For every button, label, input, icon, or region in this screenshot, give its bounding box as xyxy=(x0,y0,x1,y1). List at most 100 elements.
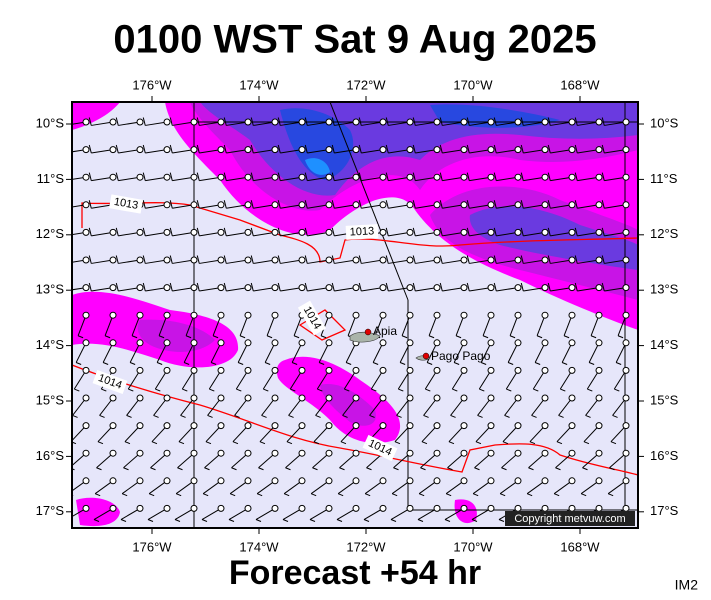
barb-shaft xyxy=(529,425,546,443)
barb-station xyxy=(244,477,252,485)
barb-feather xyxy=(304,255,308,264)
barb-shaft xyxy=(120,507,141,520)
barb-shaft xyxy=(423,397,438,416)
barb-shaft xyxy=(507,342,519,363)
barb-shaft xyxy=(72,204,87,208)
barb-feather xyxy=(601,227,605,236)
barb-station xyxy=(82,311,90,319)
barb-shaft xyxy=(307,121,330,126)
barb-station xyxy=(541,504,549,512)
barb-shaft xyxy=(262,370,276,390)
map-area: Apia Pago Pago 1013 1013 1014 1014 1014 … xyxy=(72,102,638,528)
barb-shaft xyxy=(415,121,438,126)
barb-shaft xyxy=(201,507,222,520)
barb-station xyxy=(460,504,468,512)
barb-shaft xyxy=(586,370,600,390)
barb-feather xyxy=(261,414,267,418)
barb-station xyxy=(406,366,414,374)
barb-shaft xyxy=(388,204,411,209)
barb-feather xyxy=(309,519,316,522)
barb-feather xyxy=(466,144,470,154)
barb-shaft xyxy=(309,507,330,520)
barb-shaft xyxy=(478,370,492,390)
barb-feather xyxy=(561,362,568,365)
barb-station xyxy=(298,339,306,347)
barb-shaft xyxy=(199,176,222,182)
barb-shaft xyxy=(340,425,357,443)
barb-station xyxy=(433,173,441,181)
barb-feather xyxy=(337,493,344,497)
barb-feather xyxy=(507,362,514,365)
barb-station xyxy=(82,256,90,264)
barb-shaft xyxy=(471,507,492,520)
barb-station xyxy=(82,504,90,512)
barb-feather xyxy=(228,519,235,522)
barb-station xyxy=(460,201,468,209)
barb-shaft xyxy=(523,287,546,292)
barb-station xyxy=(433,256,441,264)
barb-shaft xyxy=(172,231,195,237)
barb-shaft xyxy=(504,397,519,416)
barb-station xyxy=(622,118,630,126)
barb-station xyxy=(514,201,522,209)
barb-station xyxy=(487,173,495,181)
barb-feather xyxy=(455,335,462,339)
barb-feather xyxy=(115,117,119,126)
barb-shaft xyxy=(475,425,492,443)
barb-feather xyxy=(547,255,551,264)
barb-station xyxy=(298,422,306,430)
barb-shaft xyxy=(172,287,195,292)
barb-shaft xyxy=(99,397,114,416)
barb-station xyxy=(136,146,144,154)
barb-feather xyxy=(223,172,227,181)
barb-station xyxy=(163,201,171,209)
barb-station xyxy=(595,311,603,319)
barb-shaft xyxy=(280,204,303,209)
barb-feather xyxy=(439,172,443,181)
barb-shaft xyxy=(94,480,114,495)
barb-station xyxy=(379,118,387,126)
barb-station xyxy=(136,256,144,264)
barb-feather xyxy=(304,282,308,292)
barb-station xyxy=(271,118,279,126)
barb-station xyxy=(568,394,576,402)
barb-shaft xyxy=(455,315,465,336)
barb-shaft xyxy=(559,370,573,390)
barb-shaft xyxy=(118,231,141,237)
barb-feather xyxy=(520,255,524,264)
barb-shaft xyxy=(397,370,411,390)
barb-shaft xyxy=(421,425,438,443)
barb-feather xyxy=(466,282,470,292)
barb-feather xyxy=(223,282,227,292)
latitude-label: 13°S xyxy=(650,282,679,297)
barb-feather xyxy=(331,227,335,236)
barb-station xyxy=(244,173,252,181)
barb-feather xyxy=(142,172,146,181)
barb-feather xyxy=(196,144,200,154)
barb-station xyxy=(541,449,549,457)
barb-feather xyxy=(412,282,416,292)
longitude-label: 172°W xyxy=(346,539,386,554)
barb-station xyxy=(190,256,198,264)
barb-station xyxy=(109,311,117,319)
barb-station xyxy=(244,311,252,319)
barb-shaft xyxy=(550,176,573,182)
city-dot xyxy=(364,328,372,336)
barb-feather xyxy=(212,335,219,339)
barb-feather xyxy=(142,255,146,264)
barb-station xyxy=(541,118,549,126)
barb-feather xyxy=(115,227,119,236)
barb-feather xyxy=(385,282,389,292)
barb-feather xyxy=(126,414,132,418)
barb-shaft xyxy=(156,342,168,363)
barb-station xyxy=(190,311,198,319)
barb-station xyxy=(163,394,171,402)
barb-station xyxy=(460,339,468,347)
barb-station xyxy=(622,477,630,485)
barb-station xyxy=(298,449,306,457)
barb-station xyxy=(298,146,306,154)
barb-shaft xyxy=(97,425,114,443)
barb-station xyxy=(190,173,198,181)
isobar-text: 1013 xyxy=(349,225,374,238)
barb-station xyxy=(622,173,630,181)
